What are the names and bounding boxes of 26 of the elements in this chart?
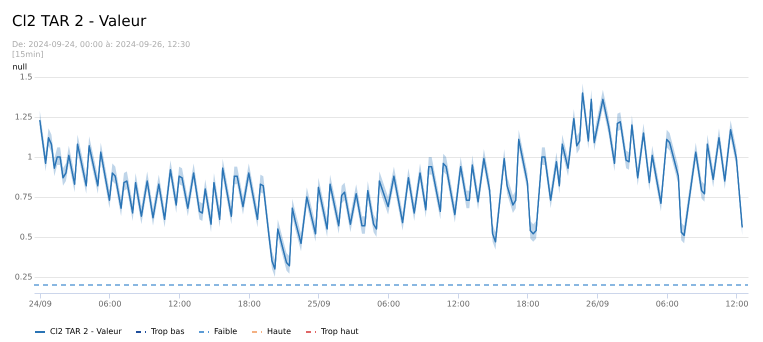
chart-subtitle: De: 2024-09-24, 00:00 à: 2024-09-26, 12:30 [12,40,190,49]
y-tick-label: 0.75 [14,192,32,202]
x-tick-label: 06:00 [377,300,400,308]
legend-label: Trop bas [150,327,184,336]
y-tick-label: 0.5 [20,232,32,242]
x-tick-label: 18:00 [238,300,261,308]
y-tick-label: 1.25 [14,112,32,122]
chart-title: Cl2 TAR 2 - Valeur [12,12,148,30]
x-tick-label: 06:00 [98,300,122,308]
x-tick-label: 06:00 [656,300,679,308]
x-tick-label: 24/09 [28,300,52,308]
x-tick-label: 26/09 [586,300,610,308]
x-tick-label: 18:00 [516,300,540,308]
y-tick-label: 1.5 [20,72,32,82]
y-tick-label: 1 [27,152,32,162]
x-tick-label: 25/09 [307,300,330,308]
y-axis-title: null [12,62,28,72]
legend-label: Haute [267,327,292,336]
x-tick-label: 12:00 [446,300,470,308]
legend-label: Trop haut [320,327,359,336]
y-tick-label: 0.25 [14,272,32,282]
text: [15min] [12,50,44,59]
legend-label: Faible [214,327,238,336]
x-tick-label: 12:00 [725,300,748,308]
legend-label: Cl2 TAR 2 - Valeur [50,327,122,336]
x-tick-label: 12:00 [168,300,192,308]
